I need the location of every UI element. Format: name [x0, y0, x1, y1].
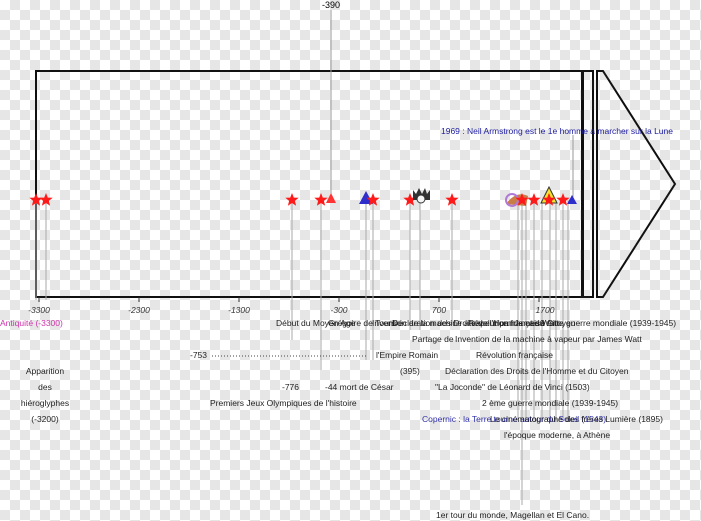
hieroglyphs-label: hiéroglyphes: [21, 398, 69, 408]
top-marker-label: -390: [322, 0, 340, 10]
crown-icon: [413, 188, 430, 204]
overlap-label: 2 ème guerre mondiale (1939-1945): [540, 318, 676, 328]
overlap-label: Révolution française: [476, 350, 553, 360]
star-icon: [39, 193, 53, 206]
star-icon: [556, 193, 570, 206]
hieroglyphs-label: des: [38, 382, 52, 392]
axis: -3300 -2300 -1300 -300 700 1700: [28, 297, 555, 315]
star-icon: [285, 193, 299, 206]
overlap-label: Invention de la machine à vapeur par Jam…: [372, 318, 559, 328]
antiquity-label: Antiquité (-3300): [0, 318, 63, 328]
star-icon: [515, 193, 529, 206]
partage-label: (395): [400, 366, 420, 376]
star-icon: [314, 193, 328, 206]
joconde-label: "La Joconde" de Léonard de Vinci (1503): [435, 382, 590, 392]
star-icon: [445, 193, 459, 206]
triangle-icon: [567, 195, 577, 204]
hieroglyphs-label: Apparition: [26, 366, 65, 376]
axis-tick-label: -3300: [28, 305, 50, 315]
dotted-year: -753: [190, 350, 207, 360]
axis-tick-label: -2300: [128, 305, 150, 315]
magellan-label: 1er tour du monde, Magellan et El Cano.: [436, 510, 589, 520]
ww2-label: 2 ème guerre mondiale (1939-1945): [482, 398, 618, 408]
timeline-arrow-band: [582, 70, 594, 298]
moon-landing-label: 1969 : Neil Armstrong est le 1e homme a …: [441, 126, 673, 136]
overlap-label: Déclaration des Droits de l'Homme et du …: [392, 318, 576, 328]
triangle-icon: [359, 191, 373, 204]
invention-label: Invention de la machine à vapeur par Jam…: [455, 334, 642, 344]
star-icon: [29, 193, 43, 206]
declaration-label: Déclaration des Droits de l'Homme et du …: [445, 366, 629, 376]
axis-tick-label: -1300: [228, 305, 250, 315]
lumiere-label: Le cinématographe des frères Lumière (18…: [490, 414, 663, 424]
olympics-year: -776: [282, 382, 299, 392]
moyen-age-label: Début du Moyen Age: [276, 318, 356, 328]
event-lines: [35, 200, 569, 505]
event-markers: !: [29, 185, 577, 207]
partage-label: Partage de: [412, 334, 454, 344]
epoque-label: l'époque moderne, à Athène: [504, 430, 610, 440]
partage-label: l'Empire Romain: [376, 350, 438, 360]
timeline-main-box: [35, 70, 583, 298]
olympics-label: Premiers Jeux Olympiques de l'histoire: [210, 398, 357, 408]
triangle-icon: [326, 193, 336, 203]
gregory-label: Grégoire de Tours: [328, 318, 396, 328]
axis-tick-label: 1700: [536, 305, 555, 315]
caesar-label: -44 mort de César: [325, 382, 394, 392]
star-icon: [366, 193, 380, 206]
star-icon: [403, 193, 417, 206]
timeline-arrow: [35, 70, 677, 298]
overlap-label: Révolution française: [468, 318, 545, 328]
axis-tick-label: 700: [432, 305, 446, 315]
star-icon: [542, 193, 556, 206]
axis-tick-label: -300: [330, 305, 347, 315]
copernic-label: Copernic : la Terre tourne autour du Sol…: [422, 414, 606, 424]
hieroglyphs-label: (-3200): [31, 414, 59, 424]
star-icon: [527, 193, 541, 206]
timeline-arrow-head: [596, 70, 677, 298]
